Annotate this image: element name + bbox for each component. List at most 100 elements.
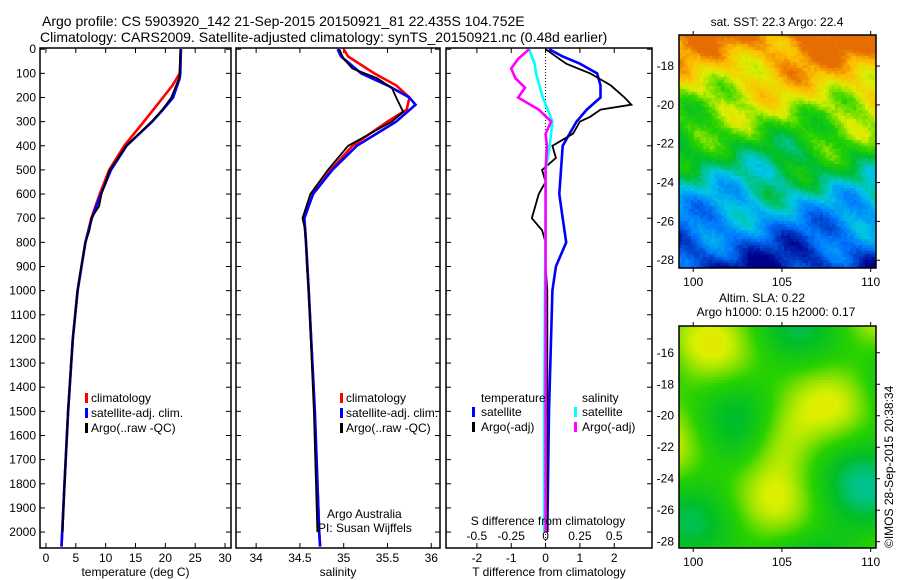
xtick-label: -2 bbox=[472, 551, 483, 565]
xtick-label: -1 bbox=[506, 551, 517, 565]
ytick-label: 700 bbox=[16, 211, 36, 225]
ytick-label: 500 bbox=[16, 163, 36, 177]
legend-swatch bbox=[340, 393, 343, 403]
ytick-label: -18 bbox=[657, 377, 675, 391]
xtick-label: 35.5 bbox=[376, 551, 400, 565]
ytick-label: 900 bbox=[16, 259, 36, 273]
legend-label: Argo(-adj) bbox=[481, 420, 534, 434]
xtick-label: 10 bbox=[99, 551, 113, 565]
ytick-label: 1200 bbox=[9, 332, 36, 346]
map-title-sst: sat. SST: 22.3 Argo: 22.4 bbox=[711, 15, 844, 29]
legend-swatch bbox=[574, 407, 577, 417]
ytick-label: 0 bbox=[29, 42, 36, 56]
x2tick-label: 0 bbox=[542, 529, 549, 543]
xaxis-label: temperature (deg C) bbox=[81, 565, 189, 579]
xtick-label: 1 bbox=[577, 551, 584, 565]
axes-frame-salinity bbox=[236, 48, 440, 548]
ytick-label: -28 bbox=[657, 253, 675, 267]
map-frame-sst-map bbox=[679, 35, 876, 268]
ytick-label: -28 bbox=[657, 535, 675, 549]
ytick-label: -22 bbox=[657, 440, 675, 454]
xtick-label: 110 bbox=[861, 555, 880, 569]
xtick-label: 0 bbox=[43, 551, 50, 565]
xaxis-label: salinity bbox=[320, 565, 357, 579]
ytick-label: 1600 bbox=[9, 428, 36, 442]
map-frame-sla-map bbox=[679, 326, 876, 548]
legend-swatch bbox=[85, 423, 88, 433]
ytick-label: -20 bbox=[657, 409, 675, 423]
series-line-temperature-satellite bbox=[547, 49, 600, 532]
legend-title-temperature: temperature bbox=[481, 391, 546, 405]
xtick-label: 5 bbox=[72, 551, 79, 565]
legend-label: satellite bbox=[481, 405, 522, 419]
legend-label: Argo(-adj) bbox=[582, 420, 635, 434]
legend-swatch bbox=[472, 422, 475, 432]
x2tick-label: -0.5 bbox=[467, 529, 488, 543]
annotation-line1: Argo Australia bbox=[327, 507, 402, 521]
ytick-label: 300 bbox=[16, 115, 36, 129]
x2tick-label: 0.5 bbox=[606, 529, 623, 543]
map-title-sla: Altim. SLA: 0.22 bbox=[719, 291, 805, 305]
ytick-label: 1300 bbox=[9, 356, 36, 370]
ytick-label: -24 bbox=[657, 176, 675, 190]
ytick-label: 1500 bbox=[9, 404, 36, 418]
legend-label: Argo(..raw -QC) bbox=[91, 421, 176, 435]
ytick-label: -16 bbox=[657, 346, 675, 360]
series-line-climatology bbox=[62, 49, 181, 546]
xtick-label: 15 bbox=[129, 551, 143, 565]
ytick-label: 800 bbox=[16, 235, 36, 249]
legend-title-salinity: salinity bbox=[582, 391, 619, 405]
x2axis-label: S difference from climatology bbox=[471, 514, 626, 528]
legend-label: Argo(..raw -QC) bbox=[346, 421, 431, 435]
ytick-label: 400 bbox=[16, 139, 36, 153]
map-subtitle-sla: Argo h1000: 0.15 h2000: 0.17 bbox=[697, 305, 856, 319]
ytick-label: 1800 bbox=[9, 477, 36, 491]
ytick-label: 100 bbox=[16, 66, 36, 80]
ytick-label: -26 bbox=[657, 503, 675, 517]
legend-swatch bbox=[85, 408, 88, 418]
x2tick-label: -0.25 bbox=[498, 529, 526, 543]
xtick-label: 25 bbox=[189, 551, 203, 565]
xtick-label: 30 bbox=[218, 551, 232, 565]
xtick-label: 20 bbox=[159, 551, 173, 565]
x2tick-label: 0.25 bbox=[568, 529, 592, 543]
legend-swatch bbox=[340, 408, 343, 418]
xtick-label: 100 bbox=[683, 275, 703, 289]
xtick-label: 0 bbox=[542, 551, 549, 565]
ytick-label: 2000 bbox=[9, 525, 36, 539]
xtick-label: 100 bbox=[683, 555, 703, 569]
xtick-label: 105 bbox=[772, 275, 792, 289]
ytick-label: 200 bbox=[16, 90, 36, 104]
xtick-label: 34 bbox=[249, 551, 263, 565]
legend-swatch bbox=[574, 422, 577, 432]
ytick-label: 1100 bbox=[10, 308, 36, 322]
ytick-label: -26 bbox=[657, 214, 675, 228]
ytick-label: -22 bbox=[657, 137, 675, 151]
credit-text: ©IMOS 28-Sep-2015 20:38:34 bbox=[882, 385, 896, 548]
ytick-label: -24 bbox=[657, 472, 675, 486]
series-line-argo-raw-qc- bbox=[63, 49, 181, 532]
legend-swatch bbox=[340, 423, 343, 433]
legend-swatch bbox=[85, 393, 88, 403]
legend-swatch bbox=[472, 407, 475, 417]
legend-label: satellite bbox=[582, 405, 623, 419]
series-line-satellite-adj-clim- bbox=[62, 49, 181, 546]
series-line-satellite-adj-clim- bbox=[304, 49, 415, 546]
figure: 0100200300400500600700800900100011001200… bbox=[0, 0, 900, 580]
ytick-label: 1700 bbox=[9, 453, 36, 467]
legend-label: climatology bbox=[91, 391, 151, 405]
legend-label: satellite-adj. clim. bbox=[346, 406, 438, 420]
xaxis-label: T difference from climatology bbox=[472, 565, 626, 579]
ytick-label: 1000 bbox=[9, 284, 36, 298]
legend-label: satellite-adj. clim. bbox=[91, 406, 183, 420]
xtick-label: 35 bbox=[337, 551, 351, 565]
xtick-label: 36 bbox=[425, 551, 439, 565]
ytick-label: 1900 bbox=[9, 501, 36, 515]
annotation-line2: PI: Susan Wijffels bbox=[318, 521, 412, 535]
ytick-label: -18 bbox=[657, 59, 675, 73]
ytick-label: 600 bbox=[16, 187, 36, 201]
xtick-label: 2 bbox=[611, 551, 618, 565]
ytick-label: 1400 bbox=[9, 380, 36, 394]
axes-frame-temperature bbox=[40, 48, 231, 548]
ytick-label: -20 bbox=[657, 98, 675, 112]
